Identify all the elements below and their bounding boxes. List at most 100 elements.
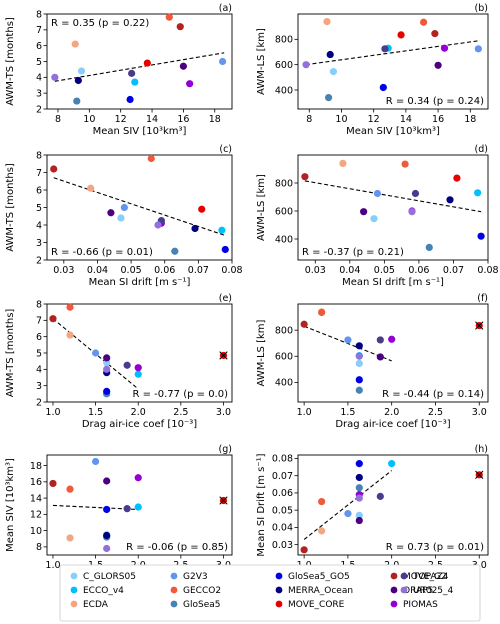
- point-gecco2: [66, 303, 74, 311]
- y-tick-label: 2: [36, 397, 42, 408]
- panel-d: 0.03 0.04 0.05 0.06 0.07 0.08 400 600 800 Mean SI…: [256, 144, 499, 288]
- x-tick-label: 10: [335, 114, 347, 125]
- data-point: [355, 484, 363, 492]
- panel-label: (e): [219, 293, 232, 304]
- data-point: [107, 209, 115, 217]
- data-point: [388, 335, 396, 343]
- point-gecco2: [401, 160, 409, 168]
- legend-item-c_glors05: C_GLORS05: [70, 572, 136, 582]
- point-ur025_4: [103, 544, 111, 553]
- point-gecco2: [318, 497, 326, 506]
- x-tick-label: 8: [306, 114, 312, 125]
- legend-item-move_core: MOVE_CORE: [275, 600, 345, 610]
- data-point: [397, 31, 405, 39]
- legend-label: ORAP5: [403, 586, 433, 596]
- point-glosea5: [355, 386, 363, 394]
- x-tick-label: 16: [432, 114, 444, 125]
- x-axis-label: Mean SIV [10³km³]: [346, 126, 440, 137]
- panel-b: 8 10 12 14 16 18 400 600 800 Mean SIV [10³km³] AWM…: [256, 3, 489, 137]
- legend-marker: [390, 600, 398, 608]
- point-ur025_4: [154, 221, 162, 229]
- panel-label: (a): [219, 3, 232, 14]
- panel-f: 1.0 1.5 2.0 2.5 3.0 400 600 800 Drag air-ice coe…: [256, 293, 489, 430]
- y-tick-label: 4: [36, 73, 42, 84]
- point-ur025_4: [51, 73, 59, 81]
- point-ecco_v4: [134, 370, 142, 378]
- y-tick-label: 0.04: [272, 523, 293, 534]
- legend-label: PIOMAS: [403, 600, 438, 610]
- data-point: [419, 18, 428, 26]
- y-tick-label: 600: [275, 206, 293, 217]
- data-point: [355, 516, 363, 525]
- data-point: [301, 173, 309, 181]
- data-point: [73, 97, 81, 105]
- y-tick-label: 800: [275, 35, 293, 46]
- point-move_g2: [50, 165, 58, 173]
- y-tick-label: 8: [36, 542, 42, 553]
- point-piomas: [134, 474, 142, 482]
- data-point: [425, 243, 433, 251]
- data-point: [66, 485, 74, 493]
- data-point: [355, 494, 363, 502]
- data-point: [355, 376, 363, 384]
- point-c_glors05: [329, 68, 338, 76]
- data-point: [376, 336, 384, 344]
- y-axis-label: Mean SIV [10³km³]: [5, 458, 16, 552]
- legend: C_GLORS05 ECCO_v4 ECDA G2V3 GECCO2 GloSea5 Glo…: [59, 564, 481, 622]
- legend-frame: [59, 564, 481, 622]
- y-axis-label: AWM-LS [km]: [256, 28, 267, 95]
- stat-label: R = 0.34 (p = 0.24): [386, 96, 484, 107]
- x-tick-label: 14: [146, 114, 158, 125]
- data-point: [91, 349, 100, 357]
- data-point: [355, 359, 363, 368]
- data-point: [134, 503, 142, 511]
- y-tick-label: 600: [275, 60, 293, 71]
- data-point: [453, 174, 461, 182]
- data-point: [440, 44, 449, 52]
- point-g2v3: [344, 336, 352, 344]
- data-point: [134, 370, 142, 378]
- data-point: [376, 353, 384, 361]
- y-tick-label: 8: [36, 150, 42, 161]
- stat-label: R = -0.77 (p = 0.0): [132, 389, 228, 400]
- y-tick-label: 2: [36, 255, 42, 266]
- point-move_g2: [431, 30, 439, 38]
- point-merra_ocean: [74, 76, 82, 85]
- x-tick-label: 1.0: [45, 560, 60, 571]
- point-piomas: [134, 364, 142, 372]
- point-ur025_4: [408, 208, 416, 216]
- legend-item-ecda: ECDA: [70, 600, 109, 610]
- legend-marker: [275, 600, 283, 608]
- data-point: [123, 361, 131, 369]
- x-tick-label: 0.07: [188, 265, 209, 276]
- point-merra_ocean: [355, 342, 363, 350]
- legend-marker: [400, 586, 408, 594]
- stat-label: R = -0.66 (p = 0.01): [51, 247, 153, 258]
- y-tick-label: 600: [275, 352, 293, 363]
- point-ecda: [339, 159, 347, 167]
- legend-marker: [170, 586, 178, 594]
- x-tick-label: 0.06: [154, 265, 175, 276]
- point-merra_ocean: [446, 196, 454, 204]
- y-tick-label: 0.07: [272, 471, 293, 482]
- legend-item-ecco_v4: ECCO_v4: [70, 586, 124, 596]
- point-topaz4: [376, 336, 384, 344]
- data-point: [318, 527, 326, 535]
- excluded-marker: [475, 321, 484, 330]
- point-move_g2: [49, 315, 57, 323]
- data-point: [51, 73, 59, 81]
- x-tick-label: 0.03: [305, 265, 326, 276]
- point-ecda: [87, 184, 95, 192]
- data-point: [401, 160, 409, 168]
- y-axis-label: Mean SI Drift [m s⁻¹]: [256, 453, 267, 556]
- y-tick-label: 8: [36, 299, 42, 310]
- data-point: [77, 67, 86, 75]
- point-g2v3: [344, 510, 352, 518]
- point-gecco2: [147, 154, 155, 163]
- y-tick-label: 3: [36, 88, 42, 99]
- y-tick-label: 8: [36, 9, 42, 20]
- data-point: [339, 159, 347, 167]
- point-ur025_4: [103, 365, 111, 373]
- data-point: [381, 45, 389, 53]
- point-ecco_v4: [218, 226, 226, 234]
